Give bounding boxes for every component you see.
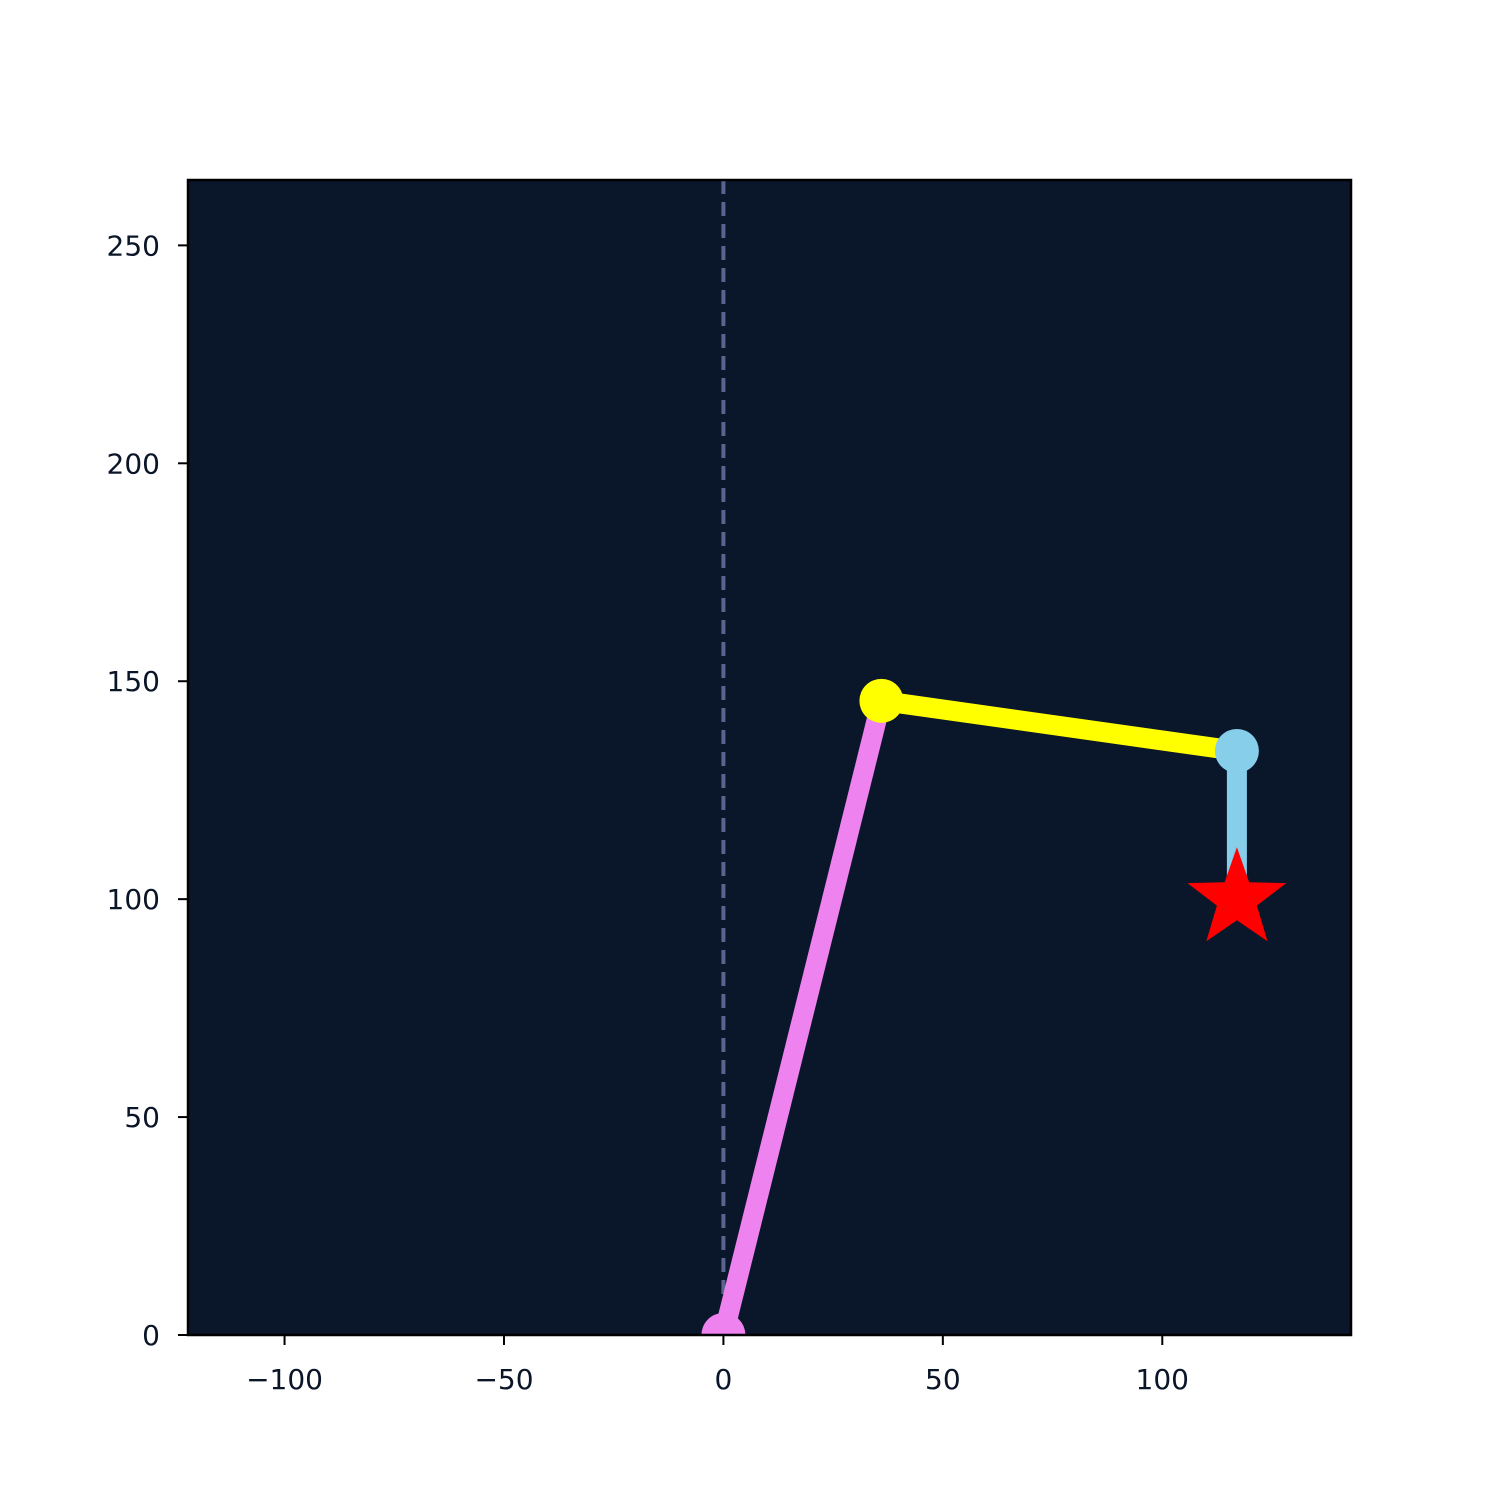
- y-tick-label: 50: [124, 1101, 160, 1134]
- x-tick-label: 100: [1136, 1363, 1189, 1396]
- y-tick-label: 150: [107, 665, 160, 698]
- x-tick-label: −50: [474, 1363, 533, 1396]
- y-tick-label: 0: [142, 1319, 160, 1352]
- target-star-marker: [1187, 847, 1287, 942]
- joint-2: [859, 678, 904, 723]
- joint-1: [701, 1313, 746, 1335]
- y-axis: 0 50 100 150 200 250: [107, 229, 188, 1352]
- plot-layer: [701, 180, 1287, 1335]
- x-tick-label: −100: [246, 1363, 323, 1396]
- arm-segment-1: [713, 698, 892, 1335]
- y-tick-label: 100: [107, 883, 160, 916]
- x-tick-label: 0: [715, 1363, 733, 1396]
- y-tick-label: 200: [107, 447, 160, 480]
- plot-frame: [186, 178, 1353, 1337]
- joint-3: [1214, 728, 1259, 773]
- x-tick-label: 50: [925, 1363, 961, 1396]
- x-axis: −100 −50 0 50 100: [246, 1335, 1189, 1396]
- y-tick-label: 250: [107, 229, 160, 262]
- arm-segment-2: [880, 690, 1239, 761]
